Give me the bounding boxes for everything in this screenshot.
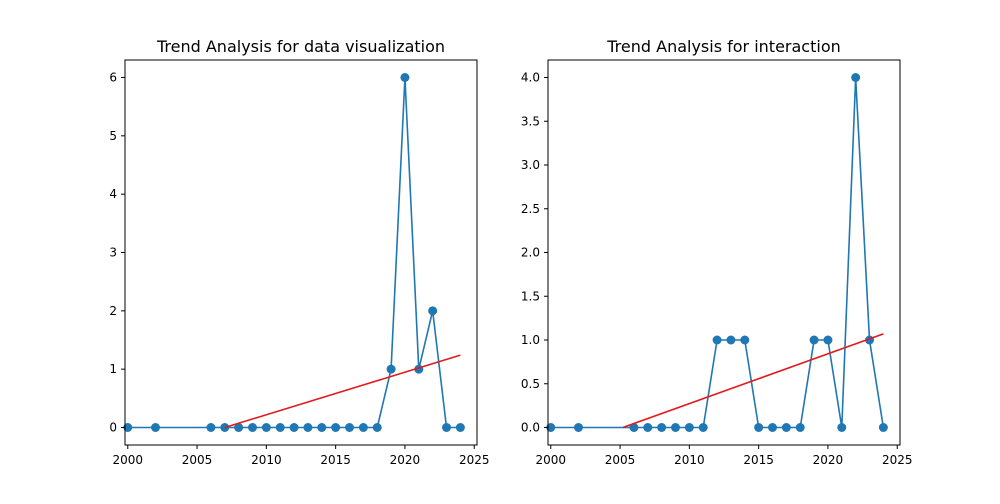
data-point <box>629 423 639 432</box>
data-point <box>400 73 410 82</box>
chart-title: Trend Analysis for data visualization <box>156 37 445 56</box>
y-tick-label: 3.0 <box>521 158 540 172</box>
y-tick-label: 4 <box>109 187 117 201</box>
x-tick-label: 2000 <box>535 453 566 467</box>
data-point <box>643 423 653 432</box>
data-point <box>303 423 313 432</box>
data-point <box>546 423 556 432</box>
data-point <box>878 423 888 432</box>
data-point <box>698 423 708 432</box>
trend-line <box>224 354 461 429</box>
data-point <box>712 335 722 345</box>
data-point <box>754 423 764 432</box>
y-tick-label: 4.0 <box>521 71 540 85</box>
y-tick-label: 2.5 <box>521 202 540 216</box>
x-tick-label: 2020 <box>813 453 844 467</box>
data-point <box>234 423 244 432</box>
chart-panel-2: Trend Analysis for interaction 2000 2005 20… <box>521 37 913 467</box>
data-point <box>317 423 327 432</box>
x-tick-label: 2025 <box>459 453 490 467</box>
x-tick-label: 2015 <box>743 453 774 467</box>
series-line <box>127 77 461 429</box>
x-tick-label: 2015 <box>320 453 351 467</box>
data-point <box>726 335 736 345</box>
y-tick-label: 5 <box>109 129 117 143</box>
x-tick-label: 2010 <box>674 453 705 467</box>
y-tick-label: 6 <box>109 71 117 85</box>
data-point <box>781 423 791 432</box>
x-tick-label: 2005 <box>182 453 213 467</box>
plot-frame <box>547 59 901 446</box>
y-tick-label: 2.0 <box>521 246 540 260</box>
data-point <box>345 423 355 432</box>
x-tick-label: 2000 <box>112 453 143 467</box>
y-tick-label: 3 <box>109 246 117 260</box>
data-point <box>768 423 778 432</box>
y-tick-label: 1 <box>109 362 117 376</box>
chart-panel-1: Trend Analysis for data visualization 200… <box>109 37 489 467</box>
data-point <box>573 423 583 432</box>
data-point <box>206 423 216 432</box>
chart-title: Trend Analysis for interaction <box>606 37 841 56</box>
data-point <box>823 335 833 345</box>
data-point <box>372 423 382 432</box>
y-tick-label: 0.5 <box>521 377 540 391</box>
data-point <box>455 423 465 432</box>
y-tick-label: 0.0 <box>521 421 540 435</box>
x-tick-label: 2010 <box>251 453 282 467</box>
data-point <box>428 306 438 316</box>
x-tick-label: 2020 <box>390 453 421 467</box>
x-tick-label: 2025 <box>882 453 913 467</box>
y-tick-label: 1.0 <box>521 333 540 347</box>
data-point <box>123 423 133 432</box>
data-point <box>670 423 680 432</box>
y-tick-label: 3.5 <box>521 114 540 128</box>
data-point <box>837 423 847 432</box>
data-point <box>657 423 667 432</box>
y-tick-label: 0 <box>109 421 117 435</box>
data-point <box>261 423 271 432</box>
data-point <box>740 335 750 345</box>
data-point <box>358 423 368 432</box>
x-tick-label: 2005 <box>605 453 636 467</box>
data-point <box>851 73 861 82</box>
data-point <box>275 423 285 432</box>
data-point <box>795 423 805 432</box>
trend-line <box>622 333 884 429</box>
series-line <box>550 77 885 429</box>
plot-frame <box>124 59 478 446</box>
data-point <box>809 335 819 345</box>
data-point <box>289 423 299 432</box>
data-point <box>247 423 257 432</box>
data-point <box>386 364 396 374</box>
data-point <box>150 423 160 432</box>
data-point <box>331 423 341 432</box>
data-point <box>684 423 694 432</box>
data-point <box>442 423 452 432</box>
y-tick-label: 1.5 <box>521 289 540 303</box>
y-tick-label: 2 <box>109 304 117 318</box>
